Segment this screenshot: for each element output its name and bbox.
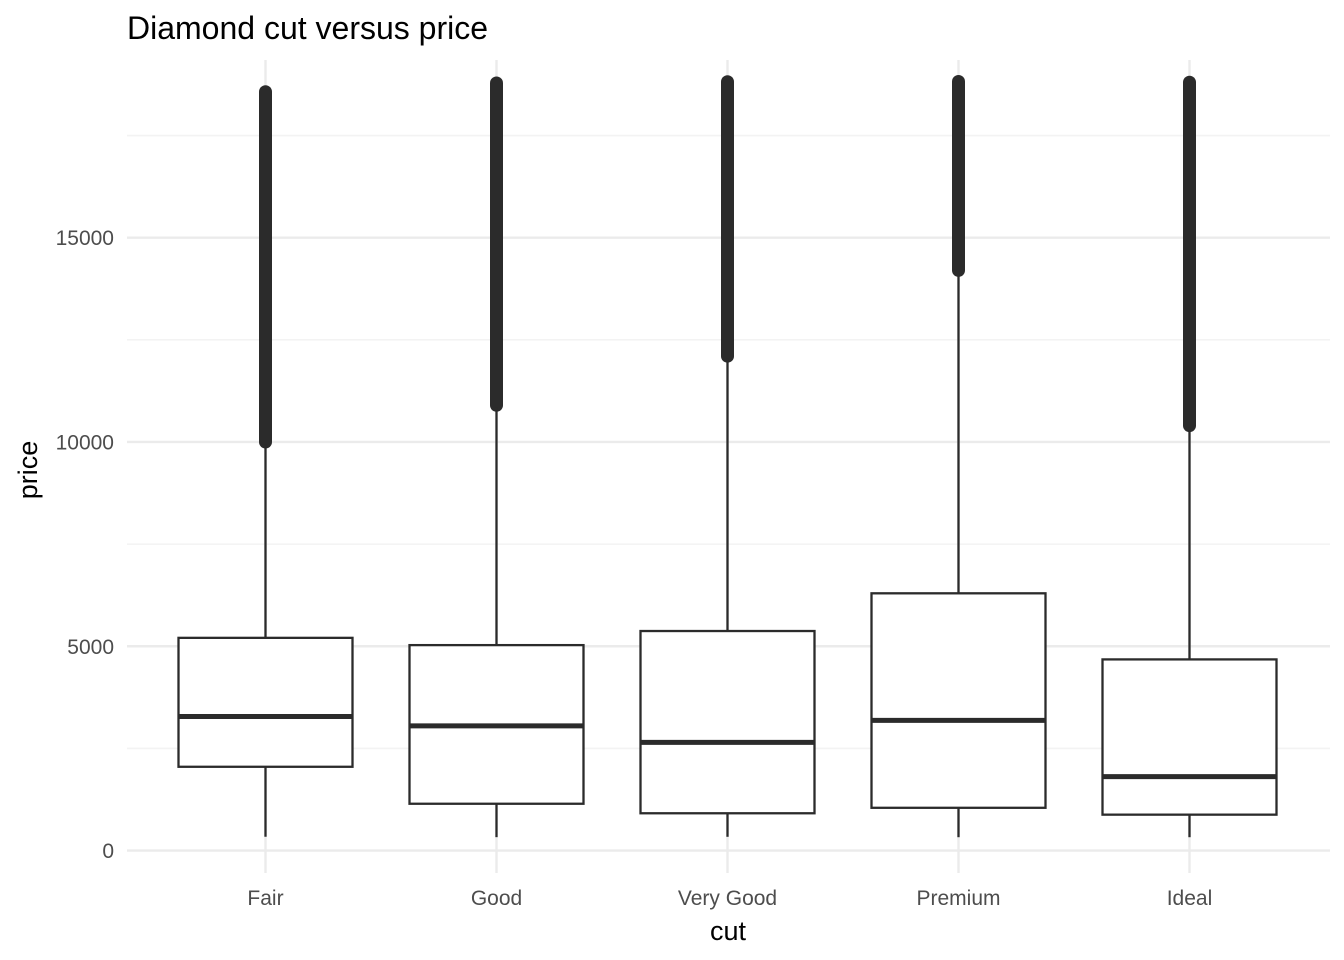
x-tick-label: Very Good [678, 887, 777, 910]
x-tick-label: Premium [916, 887, 1000, 910]
x-tick-label: Ideal [1167, 887, 1213, 910]
box-group-ideal [1101, 75, 1278, 838]
chart-title: Diamond cut versus price [127, 10, 488, 46]
y-tick-label: 5000 [67, 636, 114, 659]
outlier-points [721, 75, 734, 363]
outlier-points [1183, 75, 1196, 433]
outlier-points [259, 85, 272, 449]
x-tick-label: Good [471, 887, 522, 910]
y-tick-label: 15000 [56, 227, 114, 250]
marks-layer [177, 75, 1278, 838]
box-group-good [408, 76, 585, 838]
y-axis-title: price [13, 441, 43, 500]
box-group-premium [870, 75, 1047, 838]
outlier-points [490, 76, 503, 412]
iqr-box [1101, 658, 1278, 816]
x-axis-title: cut [710, 916, 747, 946]
y-tick-label: 0 [102, 840, 114, 863]
box-group-fair [177, 85, 354, 837]
iqr-box [639, 629, 816, 815]
outlier-points [952, 75, 965, 277]
y-tick-label: 10000 [56, 431, 114, 454]
iqr-box [177, 636, 354, 768]
x-tick-label: Fair [247, 887, 283, 910]
box-group-very-good [639, 75, 816, 837]
iqr-box [870, 592, 1047, 809]
tick-labels: 0 5000 10000 15000 Fair Good Very Good Premium I… [56, 227, 1213, 910]
